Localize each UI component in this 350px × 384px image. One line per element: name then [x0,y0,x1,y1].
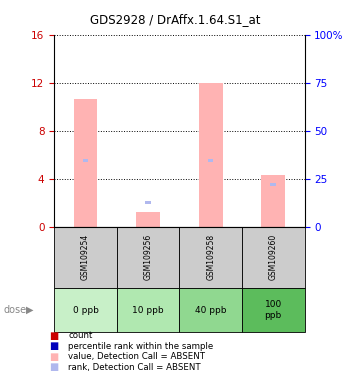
Text: 100
ppb: 100 ppb [265,300,282,320]
Text: GSM109258: GSM109258 [206,234,215,280]
Bar [242,227,304,288]
Bar [242,288,304,332]
Bar [179,288,242,332]
Bar [117,288,179,332]
Text: GSM109260: GSM109260 [269,234,278,280]
Text: value, Detection Call = ABSENT: value, Detection Call = ABSENT [68,352,205,361]
Text: GSM109256: GSM109256 [144,234,153,280]
Text: ■: ■ [49,341,58,351]
Bar [83,159,88,162]
Text: 0 ppb: 0 ppb [72,306,98,314]
Text: rank, Detection Call = ABSENT: rank, Detection Call = ABSENT [68,362,201,372]
Bar [117,227,179,288]
Text: count: count [68,331,93,341]
Text: 40 ppb: 40 ppb [195,306,226,314]
Bar [199,83,223,227]
Bar [54,288,117,332]
Text: ■: ■ [49,331,58,341]
Bar [74,99,97,227]
Bar [271,183,276,186]
Bar [208,159,213,162]
Text: ■: ■ [49,362,58,372]
Text: ■: ■ [49,352,58,362]
Bar [54,227,117,288]
Text: GSM109254: GSM109254 [81,234,90,280]
Text: percentile rank within the sample: percentile rank within the sample [68,342,214,351]
Text: GDS2928 / DrAffx.1.64.S1_at: GDS2928 / DrAffx.1.64.S1_at [90,13,260,26]
Text: 10 ppb: 10 ppb [132,306,164,314]
Bar [179,227,242,288]
Bar [136,212,160,227]
Bar [145,201,151,204]
Text: ▶: ▶ [26,305,34,315]
Bar [261,175,285,227]
Text: dose: dose [4,305,27,315]
